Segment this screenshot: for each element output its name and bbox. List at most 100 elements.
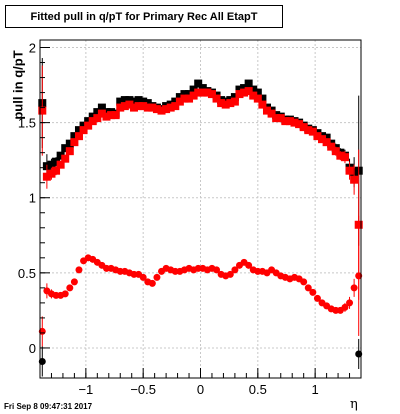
data-point [102, 112, 111, 121]
data-point [175, 93, 184, 102]
data-point [258, 94, 267, 103]
data-point [180, 90, 189, 99]
data-point [244, 79, 253, 88]
data-point [180, 94, 189, 103]
data-point [56, 160, 65, 169]
data-point [235, 90, 244, 99]
data-point [42, 172, 51, 181]
data-point [79, 121, 88, 130]
data-point [230, 97, 239, 106]
data-point [346, 299, 354, 307]
y-tick-label: 0 [29, 341, 36, 356]
data-point [272, 114, 281, 123]
data-point [244, 87, 253, 96]
data-point [65, 147, 74, 156]
series-group [38, 215, 363, 347]
series-group [38, 65, 363, 300]
data-point [74, 126, 83, 135]
data-point [61, 154, 70, 163]
data-point [171, 102, 180, 111]
data-point [175, 97, 184, 106]
x-axis-label: η [350, 397, 358, 412]
x-tick-label: 0 [197, 382, 204, 397]
data-point [97, 103, 106, 112]
data-point [79, 126, 88, 135]
data-point [143, 103, 152, 112]
x-tick-label: −0.5 [130, 382, 156, 397]
data-point [84, 121, 93, 130]
data-point [262, 106, 271, 115]
data-point [249, 85, 258, 94]
data-point [143, 99, 152, 108]
data-point [61, 144, 70, 153]
data-point [253, 88, 262, 97]
data-point [203, 88, 212, 97]
data-point [235, 85, 244, 94]
data-point [185, 90, 194, 99]
data-point [217, 99, 226, 108]
data-point [93, 108, 102, 117]
data-point [102, 108, 111, 117]
data-point [231, 266, 239, 274]
data-point [336, 151, 345, 160]
data-point [120, 102, 129, 111]
x-tick-label: 1 [312, 382, 319, 397]
data-point [134, 96, 143, 105]
data-point [116, 103, 125, 112]
data-point [70, 138, 79, 147]
data-point [345, 166, 354, 175]
data-point [290, 118, 299, 127]
data-point [341, 303, 349, 311]
data-point [153, 273, 161, 281]
data-point [299, 123, 308, 132]
data-point [240, 88, 249, 97]
data-point [120, 96, 129, 105]
data-point [322, 133, 331, 142]
data-point [47, 160, 56, 169]
data-point [253, 94, 262, 103]
data-point [139, 102, 148, 111]
data-point [281, 117, 290, 126]
data-point [295, 120, 304, 129]
data-point [300, 278, 308, 286]
data-point [245, 261, 253, 269]
data-point [207, 90, 216, 99]
data-point [226, 270, 234, 278]
data-point [162, 105, 171, 114]
data-point [226, 99, 235, 108]
data-point [148, 103, 157, 112]
x-tick-label: 0.5 [249, 382, 267, 397]
data-point [88, 117, 97, 126]
data-point [166, 103, 175, 112]
data-point [56, 151, 65, 160]
data-point [139, 97, 148, 106]
data-point [88, 112, 97, 121]
datestamp: Fri Sep 8 09:47:31 2017 [4, 402, 93, 411]
data-point [52, 166, 61, 175]
y-axis-label: pull in q/pT [10, 50, 26, 120]
data-point [213, 266, 221, 274]
data-point [125, 100, 134, 109]
data-point [258, 100, 267, 109]
data-point [304, 284, 312, 292]
data-point [309, 288, 317, 296]
y-axis-ticks: 0 0.5 1 1.5 2 [18, 41, 50, 379]
data-point [38, 106, 47, 115]
data-point [198, 84, 207, 93]
data-point [212, 94, 221, 103]
chart-title: Fitted pull in q/pT for Primary Rec All … [5, 5, 283, 28]
data-point [130, 97, 139, 106]
data-point [75, 266, 83, 274]
data-point [66, 284, 74, 292]
data-point [198, 88, 207, 97]
data-point [70, 132, 79, 141]
data-point [355, 350, 363, 358]
data-point [139, 273, 147, 281]
data-point [308, 127, 317, 136]
data-point [285, 117, 294, 126]
data-point [93, 114, 102, 123]
data-point [276, 114, 285, 123]
data-point [116, 97, 125, 106]
data-point [313, 294, 321, 302]
